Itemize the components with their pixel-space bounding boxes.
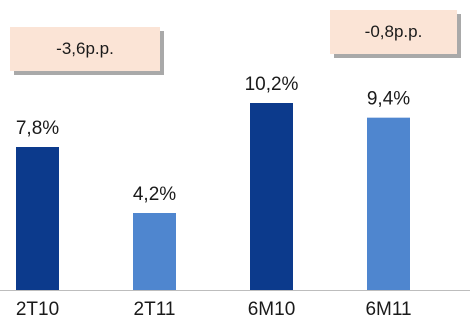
change-callout-2t-label: -3,6p.p.: [56, 39, 114, 58]
category-label-2T10: 2T10: [16, 299, 59, 320]
value-label-2T11: 4,2%: [133, 184, 176, 205]
value-label-6M10: 10,2%: [245, 74, 299, 95]
bar-6M11: [367, 117, 410, 291]
change-callout-6m-label: -0,8p.p.: [364, 22, 423, 41]
bar-2T10: [16, 147, 59, 290]
bar-6M10: [250, 103, 293, 290]
category-label-6M11: 6M11: [365, 299, 411, 320]
value-label-6M11: 9,4%: [367, 89, 410, 110]
change-callout-2t: -3,6p.p.: [10, 27, 160, 71]
change-callout-6m: -0,8p.p.: [330, 10, 457, 54]
value-label-2T10: 7,8%: [16, 118, 59, 139]
category-label-6M10: 6M10: [248, 299, 296, 320]
category-label-2T11: 2T11: [134, 299, 176, 320]
bar-2T11: [133, 213, 176, 290]
